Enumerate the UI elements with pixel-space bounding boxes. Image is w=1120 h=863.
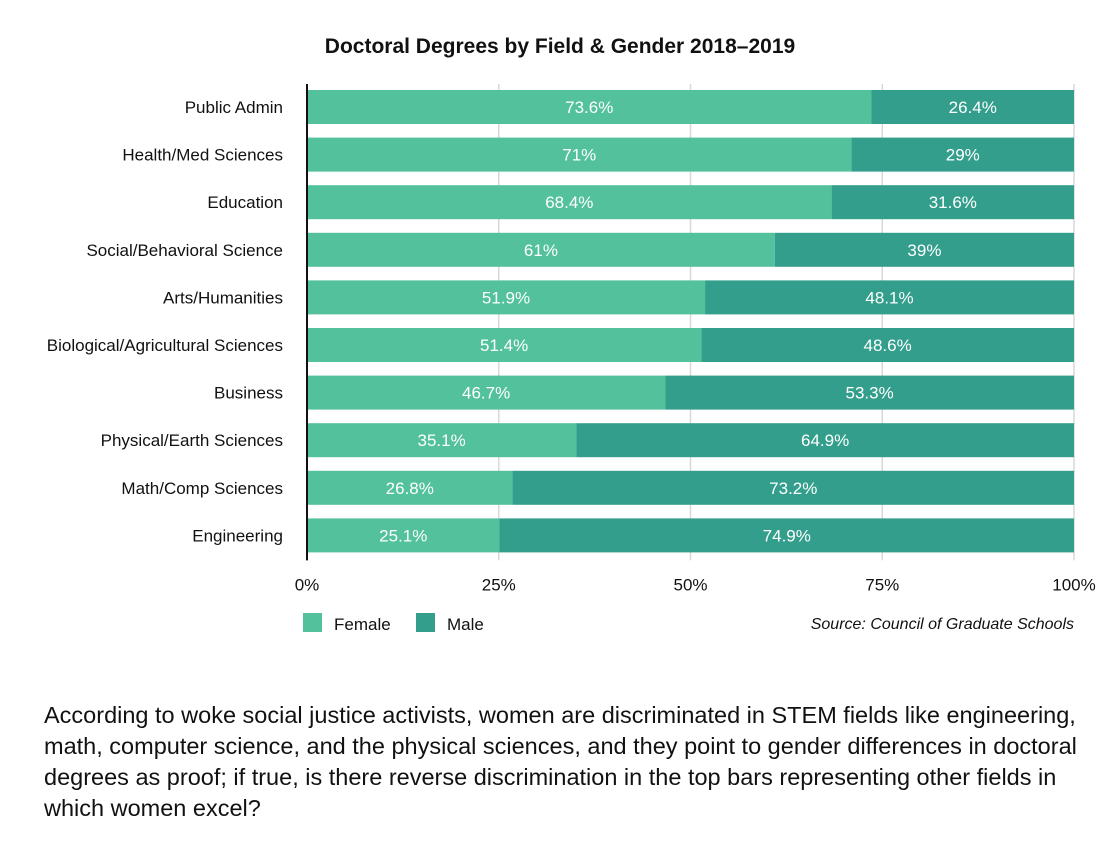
bar-female (307, 518, 500, 553)
data-label: 48.6% (864, 336, 912, 355)
stacked-bar-chart: Doctoral Degrees by Field & Gender 2018–… (47, 35, 1096, 634)
legend-swatch-female (303, 613, 322, 632)
bar-male (701, 328, 1074, 362)
x-tick-label: 75% (865, 575, 899, 594)
source-note: Source: Council of Graduate Schools (811, 616, 1074, 633)
y-tick-label: Education (207, 193, 283, 212)
y-tick-label: Engineering (192, 526, 283, 545)
y-tick-label: Social/Behavioral Science (86, 241, 283, 260)
data-label: 73.2% (769, 479, 817, 498)
y-tick-label: Physical/Earth Sciences (101, 431, 283, 450)
legend-swatch-male (416, 613, 435, 632)
x-tick-label: 25% (482, 575, 516, 594)
legend-label-male: Male (447, 615, 484, 634)
y-tick-label: Math/Comp Sciences (121, 479, 283, 498)
bar-male (851, 137, 1074, 172)
bar-female (307, 470, 513, 505)
y-tick-label: Arts/Humanities (163, 288, 283, 307)
bar-male (774, 232, 1074, 267)
data-label: 53.3% (845, 384, 893, 403)
bar-female (307, 185, 832, 220)
data-label: 51.9% (482, 288, 530, 307)
data-label: 51.4% (480, 336, 528, 355)
data-label: 25.1% (379, 526, 427, 545)
bar-female (307, 90, 872, 124)
data-label: 26.8% (386, 479, 434, 498)
data-label: 46.7% (462, 384, 510, 403)
bar-female (307, 423, 577, 458)
bar-male (512, 470, 1074, 505)
bar-female (307, 232, 775, 267)
bar-female (307, 328, 702, 362)
data-label: 64.9% (801, 431, 849, 450)
bar-male (499, 518, 1075, 553)
data-label: 61% (524, 241, 558, 260)
data-label: 68.4% (545, 193, 593, 212)
data-label: 74.9% (763, 526, 811, 545)
bar-female (307, 137, 852, 172)
data-label: 48.1% (865, 288, 913, 307)
legend-label-female: Female (334, 615, 391, 634)
data-label: 71% (562, 146, 596, 165)
chart-title: Doctoral Degrees by Field & Gender 2018–… (325, 35, 795, 58)
data-label: 39% (907, 241, 941, 260)
bar-male (665, 375, 1074, 410)
bar-female (307, 375, 666, 410)
y-tick-label: Biological/Agricultural Sciences (47, 336, 283, 355)
data-label: 31.6% (929, 193, 977, 212)
data-label: 26.4% (949, 98, 997, 117)
data-label: 35.1% (418, 431, 466, 450)
y-tick-label: Health/Med Sciences (122, 146, 283, 165)
bar-female (307, 280, 706, 315)
bar-male (576, 423, 1074, 458)
y-tick-label: Public Admin (185, 98, 283, 117)
x-tick-label: 100% (1052, 575, 1095, 594)
bar-male (705, 280, 1074, 315)
x-tick-label: 0% (295, 575, 320, 594)
bar-male (831, 185, 1074, 220)
x-tick-label: 50% (673, 575, 707, 594)
data-label: 73.6% (565, 98, 613, 117)
data-label: 29% (946, 146, 980, 165)
bar-male (871, 90, 1074, 124)
y-tick-label: Business (214, 384, 283, 403)
caption-text: According to woke social justice activis… (44, 702, 1077, 821)
